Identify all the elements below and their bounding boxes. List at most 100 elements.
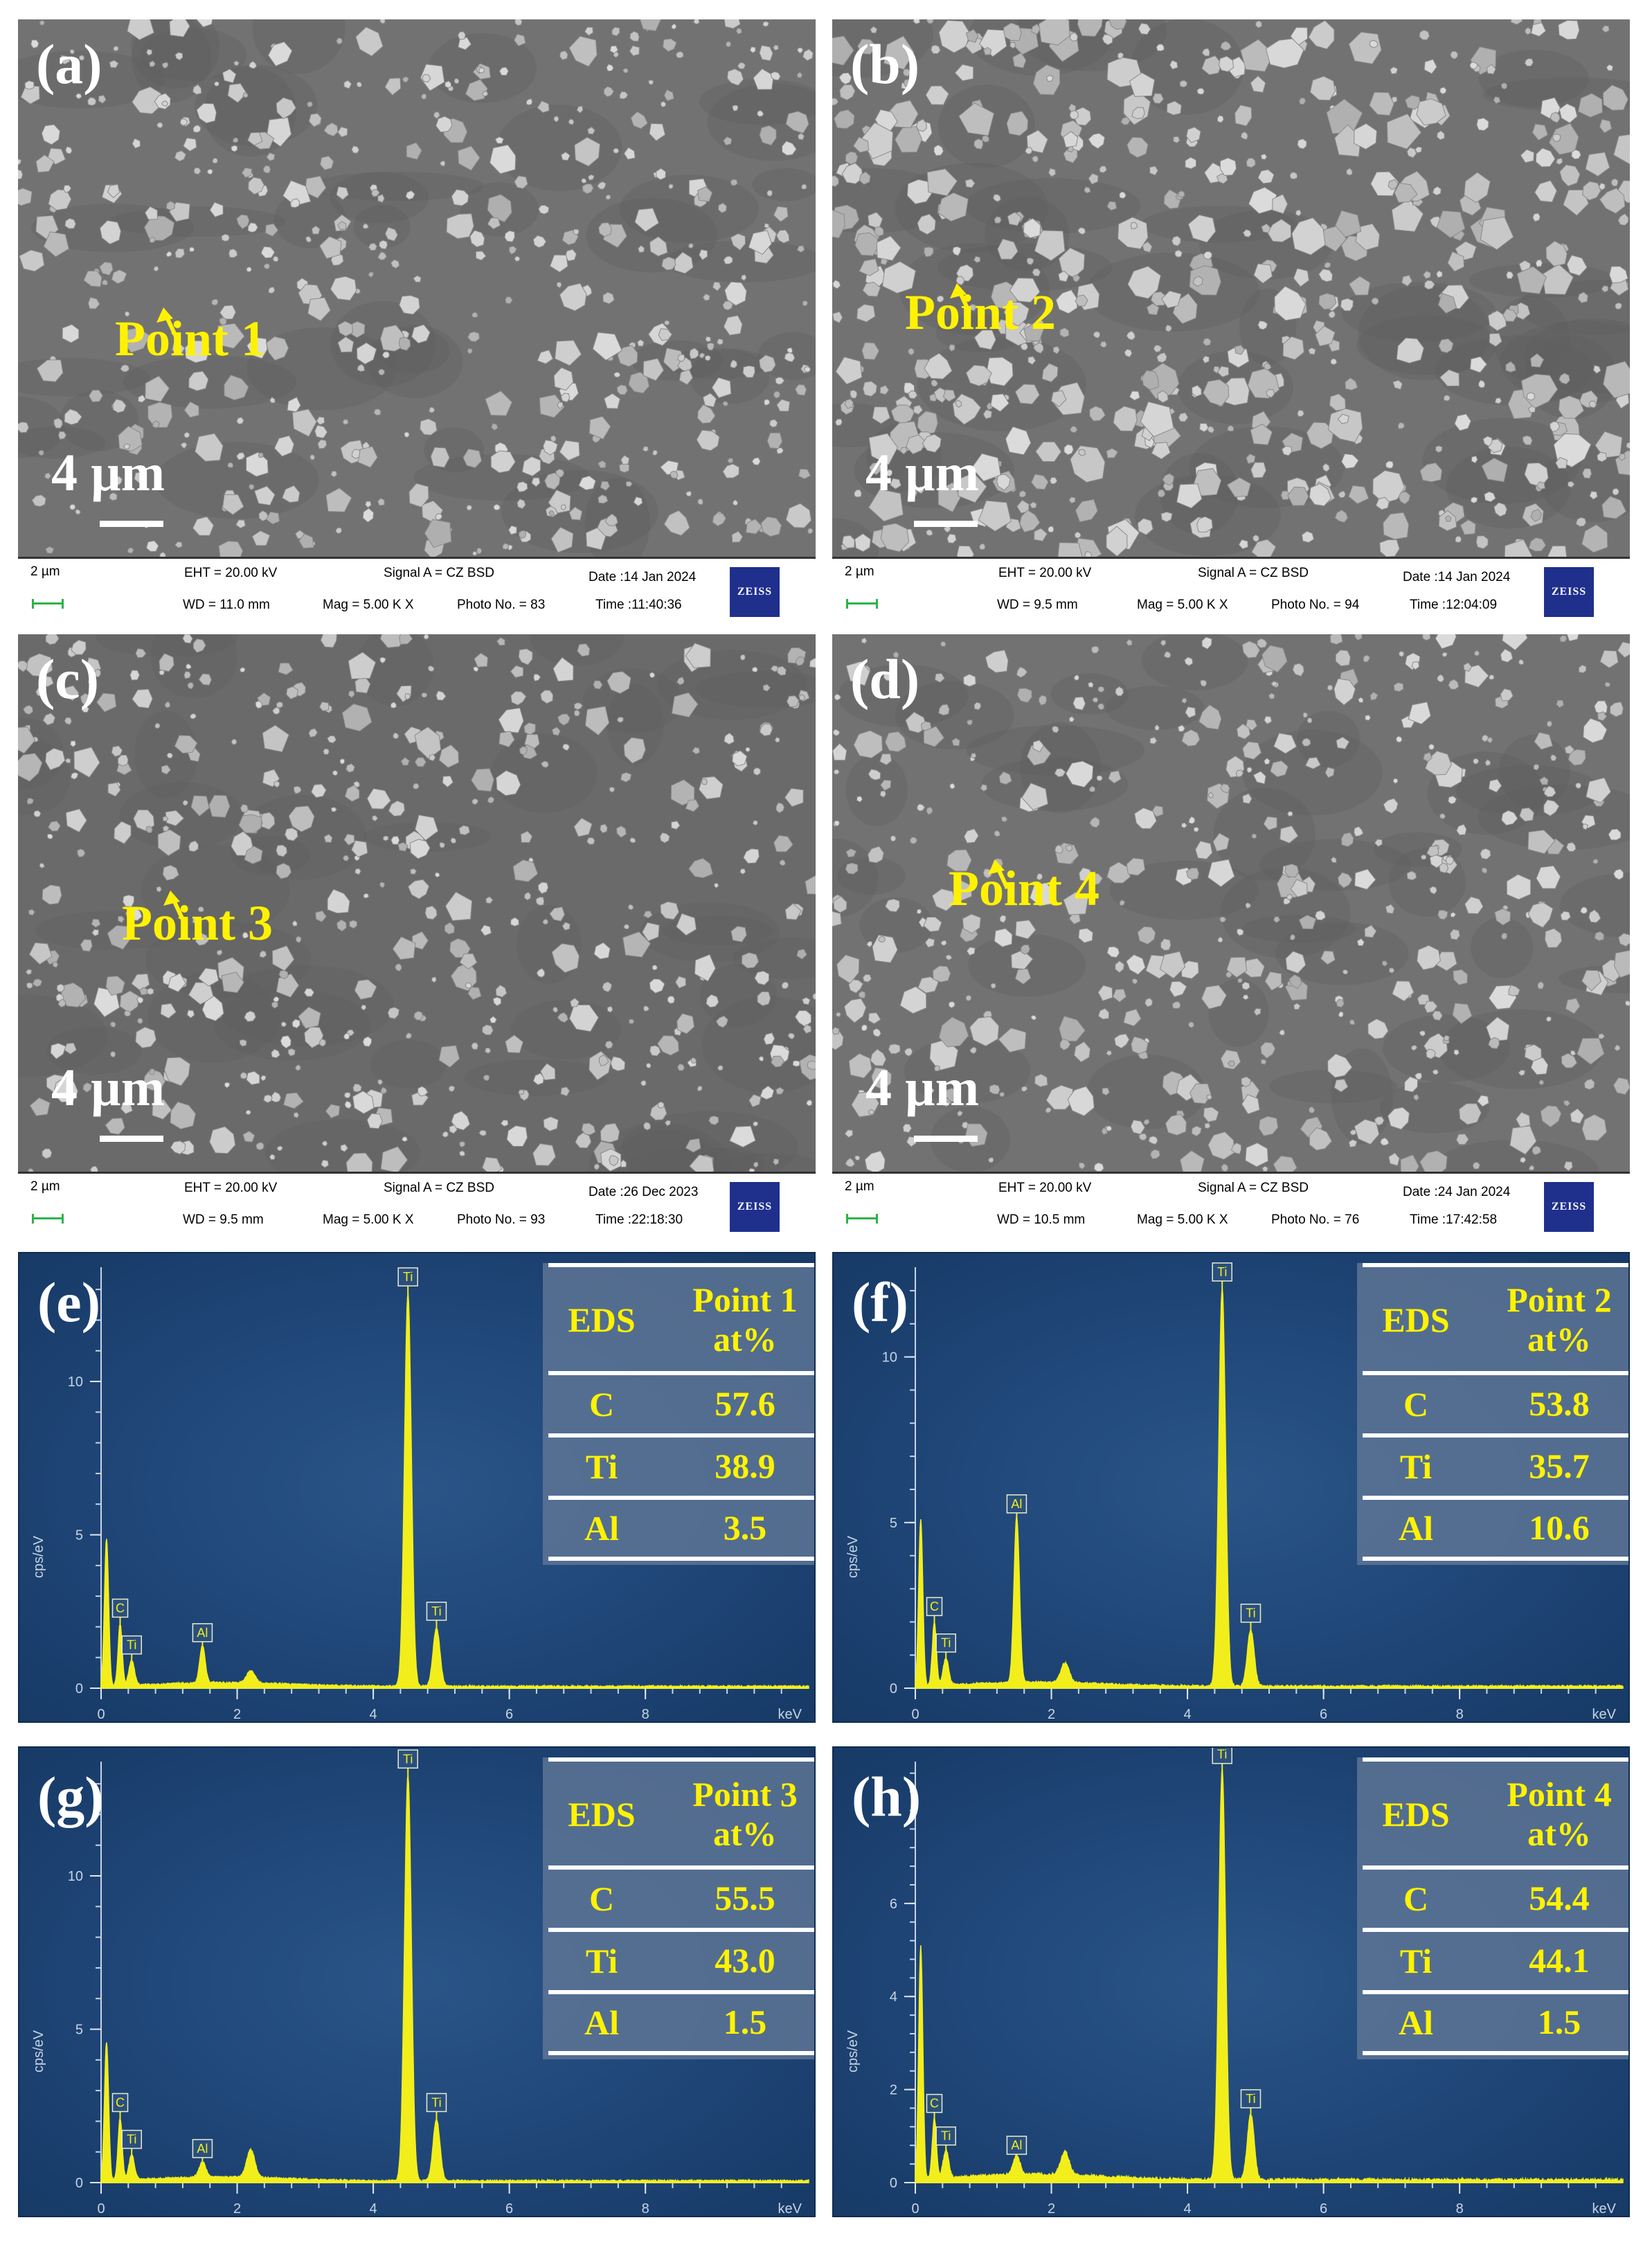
info-mag: Mag = 5.00 K X	[1137, 598, 1228, 612]
y-tick-label: 5	[75, 1528, 83, 1543]
x-tick-label: 2	[233, 1707, 241, 1722]
table-rule	[1363, 1928, 1628, 1932]
info-mag: Mag = 5.00 K X	[323, 1212, 414, 1227]
svg-text:Ti: Ti	[403, 1270, 413, 1284]
eds-spectrum-chart: 0 2 4 6 8 keV 0 2 4 6 cps/eV C Ti Al Ti Ti	[845, 1748, 1624, 2217]
info-eht: EHT = 20.00 kV	[184, 1181, 278, 1195]
info-wd: WD = 11.0 mm	[183, 598, 270, 612]
info-time: Time :12:04:09	[1410, 598, 1498, 612]
peak-label: Al	[192, 2139, 213, 2167]
panel-letter: (f)	[852, 1271, 908, 1334]
x-axis-label: keV	[1592, 2201, 1617, 2217]
table-rule	[548, 1371, 814, 1375]
element-cell: C	[1403, 1879, 1429, 1918]
x-tick-label: 0	[911, 1707, 919, 1722]
info-wd: WD = 9.5 mm	[183, 1212, 264, 1227]
point-arrow-icon	[163, 890, 185, 921]
peak-label: C	[111, 2093, 129, 2122]
svg-text:Al: Al	[1011, 2138, 1022, 2152]
value-cell: 1.5	[723, 2003, 767, 2042]
y-axis-label: cps/eV	[31, 1535, 46, 1578]
point-arrow-icon	[950, 283, 971, 314]
table-row: Ti 44.1	[1357, 1932, 1628, 1990]
value-cell: 10.6	[1529, 1508, 1590, 1548]
y-tick-label: 6	[890, 1897, 897, 1912]
y-tick-label: 0	[890, 2176, 897, 2191]
spectrum-series	[100, 1774, 809, 2183]
point-arrow-icon	[156, 307, 178, 338]
table-rule	[1363, 2051, 1628, 2055]
x-tick-label: 4	[370, 1707, 377, 1722]
micrograph-texture	[18, 19, 816, 557]
eds-panel-g: 0 2 4 6 8 keV 0 5 10 cps/eV C Ti Al Ti Ti (g) EDS Point 3…	[18, 1746, 816, 2217]
panel-letter: (b)	[850, 33, 920, 96]
x-tick-label: 0	[97, 1707, 105, 1722]
table-header-row: EDS Point 2 at%	[1357, 1269, 1628, 1371]
table-rule	[548, 1757, 814, 1762]
table-rule	[1363, 1557, 1628, 1561]
peak-label: Ti	[935, 1633, 956, 1662]
x-tick-label: 4	[1184, 1707, 1192, 1722]
info-time: Time :17:42:58	[1410, 1212, 1498, 1227]
svg-text:Ti: Ti	[431, 1604, 441, 1618]
element-cell: C	[1403, 1385, 1429, 1424]
sem-micrograph	[832, 19, 1630, 557]
peak-label: Ti	[426, 1602, 447, 1630]
info-photo: Photo No. = 76	[1271, 1212, 1360, 1227]
scale-bar	[914, 521, 978, 527]
spectrum-series	[915, 1769, 1624, 2183]
element-cell: Al	[1399, 2003, 1433, 2042]
x-tick-label: 6	[1320, 2201, 1327, 2217]
scale-label: 4 µm	[865, 444, 980, 502]
table-rule	[548, 2051, 814, 2055]
x-tick-label: 2	[1048, 1707, 1055, 1722]
table-header-row: EDS Point 3 at%	[543, 1763, 814, 1865]
y-tick-label: 5	[890, 1516, 897, 1531]
zeiss-logo: ZEISS	[1544, 1182, 1594, 1232]
info-scale: 2 µm	[30, 564, 60, 579]
table-row: Ti 43.0	[543, 1932, 814, 1990]
sem-panel-b: (b) Point 2 4 µm 2 µm EHT = 20.00 kV WD = 9.5…	[832, 19, 1630, 626]
table-header-point: Point 4 at%	[1507, 1774, 1612, 1854]
element-cell: Al	[584, 2003, 619, 2042]
element-cell: Al	[1399, 1509, 1433, 1548]
info-scale-bar	[846, 1214, 878, 1224]
peak-label: Ti	[1212, 1748, 1232, 1773]
point-label: Point 2	[905, 285, 1057, 340]
value-cell: 1.5	[1537, 2003, 1581, 2042]
zeiss-logo: ZEISS	[730, 567, 780, 617]
element-cell: Ti	[1399, 1447, 1433, 1486]
panel-letter: (g)	[37, 1765, 104, 1828]
table-row: C 53.8	[1357, 1375, 1628, 1433]
peak-label: Ti	[1240, 2089, 1262, 2118]
table-row: Ti 35.7	[1357, 1438, 1628, 1496]
info-scale-bar	[32, 1214, 64, 1224]
point-label: Point 3	[122, 895, 273, 951]
table-header-eds: EDS	[1382, 1795, 1450, 1834]
svg-text:Al: Al	[197, 1626, 208, 1640]
table-row: Al 3.5	[543, 1500, 814, 1557]
peak-label: C	[926, 1597, 943, 1626]
peak-label: Ti	[121, 1635, 142, 1664]
peak-label: Ti	[935, 2126, 956, 2155]
table-header-row: EDS Point 1 at%	[543, 1269, 814, 1371]
table-row: C 55.5	[543, 1870, 814, 1928]
sem-micrograph	[18, 19, 816, 557]
info-wd: WD = 10.5 mm	[997, 1212, 1086, 1227]
value-cell: 53.8	[1529, 1384, 1590, 1424]
sem-panel-a: (a) Point 1 4 µm 2 µm EHT = 20.00 kV WD = 11.…	[18, 19, 816, 626]
x-tick-label: 2	[1048, 2201, 1055, 2217]
svg-text:C: C	[930, 1600, 939, 1613]
y-tick-label: 10	[68, 1375, 83, 1390]
scale-label: 4 µm	[51, 444, 165, 502]
svg-text:C: C	[930, 2097, 939, 2111]
sem-info-bar: 2 µm EHT = 20.00 kV WD = 9.5 mm Signal A = …	[832, 557, 1630, 626]
scale-bar	[914, 1136, 978, 1142]
svg-text:C: C	[116, 1601, 125, 1615]
info-photo: Photo No. = 83	[457, 598, 546, 612]
svg-text:Ti: Ti	[403, 1752, 413, 1766]
svg-text:Ti: Ti	[941, 1636, 951, 1650]
panel-letter: (h)	[852, 1765, 922, 1828]
svg-text:Ti: Ti	[431, 2095, 441, 2109]
eds-panel-e: 0 2 4 6 8 keV 0 5 10 cps/eV C Ti Al Ti Ti (e) EDS Point 1…	[18, 1252, 816, 1723]
